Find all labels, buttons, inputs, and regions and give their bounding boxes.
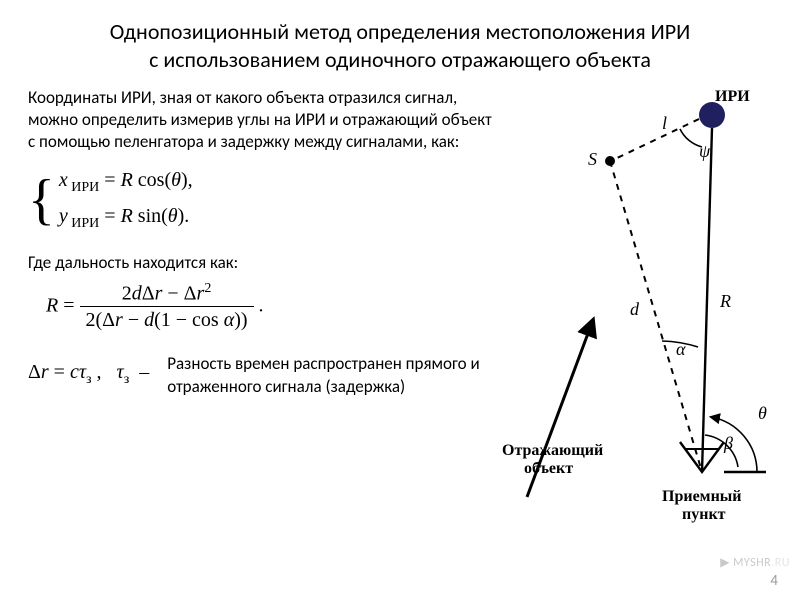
eq-y: y ИРИ = R sin(θ). (59, 203, 193, 233)
edge-d (610, 161, 702, 472)
where-label: Где дальность находится как: (28, 252, 496, 274)
range-equation: R = 2dΔr − Δr2 2(Δr − d(1 − cos α)) . (46, 280, 496, 334)
eq-x: x ИРИ = R cos(θ), (59, 167, 193, 197)
label-rx-2: пункт (682, 506, 726, 523)
label-theta: θ (758, 403, 767, 423)
edge-R (702, 128, 712, 472)
label-iri: ИРИ (715, 88, 750, 105)
delta-r-expression: Δr = cτз , τз – (28, 359, 149, 389)
label-S: S (588, 149, 597, 169)
content-row: Координаты ИРИ, зная от какого объекта о… (28, 87, 772, 532)
bottom-row: Δr = cτз , τз – Разность времен распрост… (28, 353, 496, 397)
title-line-1: Однопозиционный метод определения местоп… (110, 18, 691, 45)
angle-theta-arc (711, 417, 757, 472)
label-d: d (630, 299, 640, 319)
watermark: ▶ MYSHR.RU (720, 555, 790, 570)
R-numerator: 2dΔr − Δr2 (80, 280, 254, 308)
label-reflector-1: Отражающий (502, 442, 603, 459)
iri-node (699, 102, 725, 128)
diagram-area: ИРИ S l d R ψ α β θ Отражающий объект Пр… (502, 87, 772, 532)
intro-text: Координаты ИРИ, зная от какого объекта о… (28, 87, 496, 153)
R-denominator: 2(Δr − d(1 − cos α)) (80, 307, 254, 333)
label-psi: ψ (699, 141, 711, 161)
s-node (605, 156, 615, 166)
label-rx-1: Приемный (662, 488, 742, 505)
geometry-diagram: ИРИ S l d R ψ α β θ Отражающий объект Пр… (502, 87, 772, 527)
coordinate-system-equations: { x ИРИ = R cos(θ), y ИРИ = R sin(θ). (28, 167, 496, 233)
R-tail: . (259, 294, 264, 316)
label-reflector-2: объект (524, 460, 573, 477)
page-title: Однопозиционный метод определения местоп… (28, 18, 772, 73)
left-column: Координаты ИРИ, зная от какого объекта о… (28, 87, 496, 532)
page-number: 4 (770, 572, 778, 590)
label-alpha: α (676, 339, 686, 359)
label-beta: β (723, 433, 733, 453)
delay-description: Разность времен распространен прямого и … (167, 353, 496, 397)
label-l: l (662, 113, 667, 133)
label-R: R (719, 291, 731, 311)
title-line-2: с использованием одиночного отражающего … (149, 46, 651, 73)
left-brace: { (28, 176, 55, 224)
